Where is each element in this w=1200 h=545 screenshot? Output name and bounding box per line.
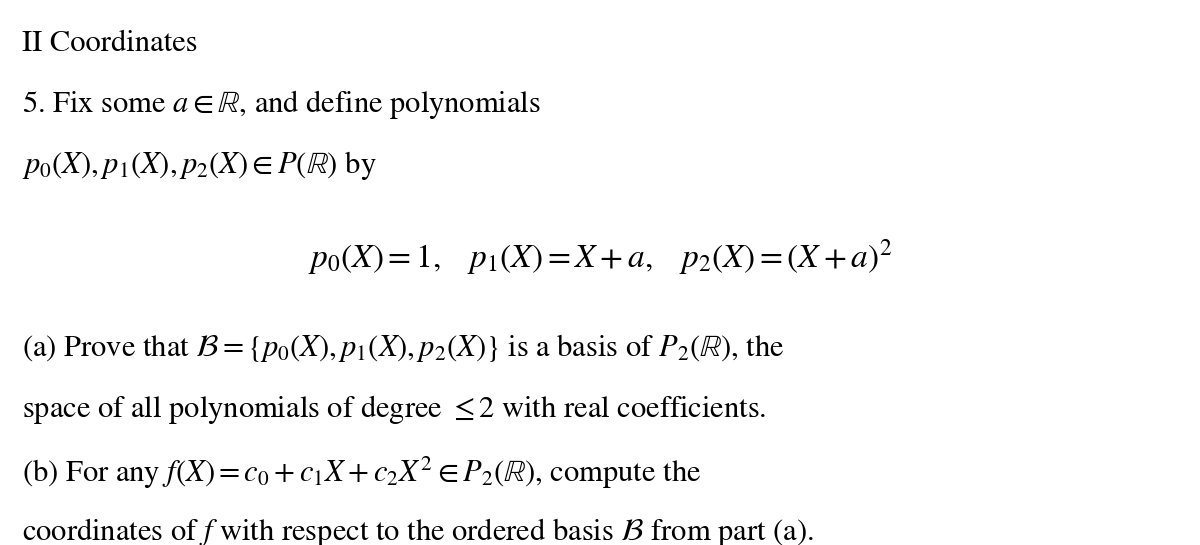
Text: space of all polynomials of degree $\leq 2$ with real coefficients.: space of all polynomials of degree $\leq… [22,393,766,427]
Text: 5. Fix some $a \in \mathbb{R}$, and define polynomials: 5. Fix some $a \in \mathbb{R}$, and defi… [22,88,540,122]
Text: (b) For any $f(X) = c_0 + c_1 X + c_2 X^2 \in P_2(\mathbb{R})$, compute the: (b) For any $f(X) = c_0 + c_1 X + c_2 X^… [22,455,701,490]
Text: (a) Prove that $\mathcal{B} = \{p_0(X), p_1(X), p_2(X)\}$ is a basis of $P_2(\ma: (a) Prove that $\mathcal{B} = \{p_0(X), … [22,332,784,365]
Text: $p_0(X), p_1(X), p_2(X) \in P(\mathbb{R})$ by: $p_0(X), p_1(X), p_2(X) \in P(\mathbb{R}… [22,149,376,183]
Text: II Coordinates: II Coordinates [22,30,197,58]
Text: coordinates of $f$ with respect to the ordered basis $\mathcal{B}$ from part (a): coordinates of $f$ with respect to the o… [22,516,814,545]
Text: $p_0(X) = 1, \quad p_1(X) = X + a, \quad p_2(X) = (X + a)^2$: $p_0(X) = 1, \quad p_1(X) = X + a, \quad… [308,237,892,277]
